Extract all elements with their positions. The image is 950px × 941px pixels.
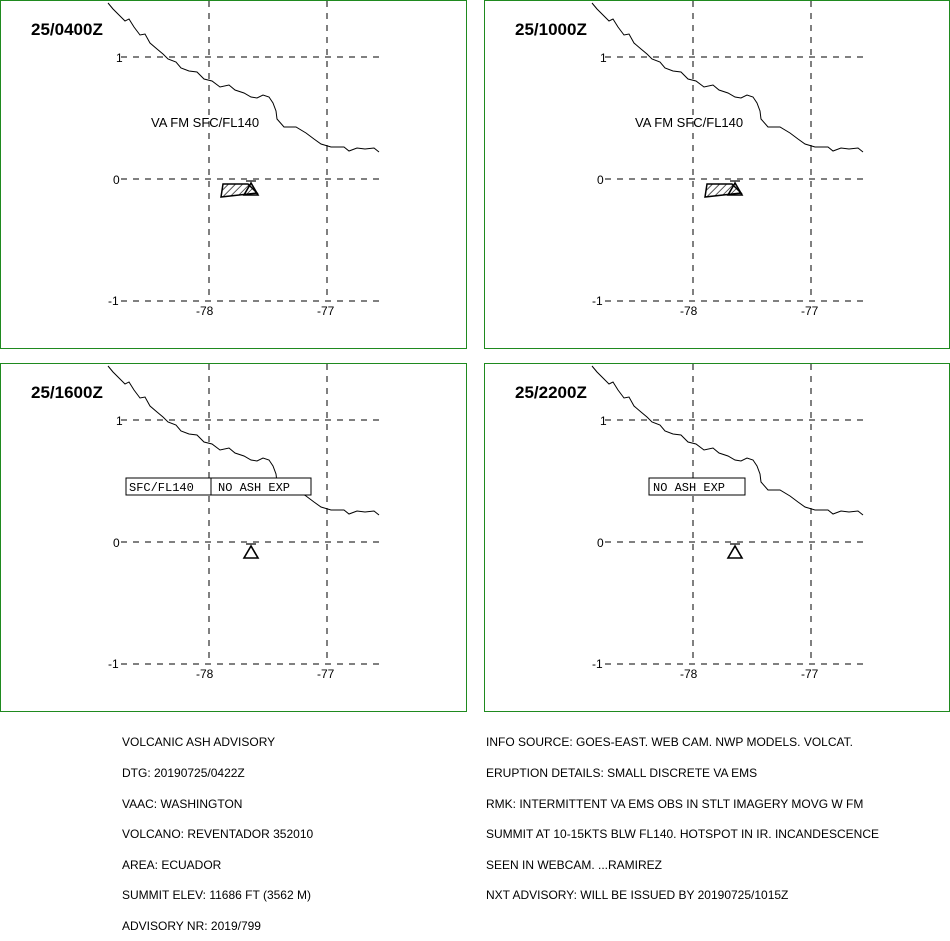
advisory-line: SUMMIT ELEV: 11686 FT (3562 M) xyxy=(122,888,311,903)
advisory-header-block: VOLCANIC ASH ADVISORY DTG: 20190725/0422… xyxy=(122,717,313,941)
coastline xyxy=(107,2,380,153)
forecast-panel-2200z: 1 0 -1 -78 -77 25/2200Z NO ASH EXP xyxy=(484,363,950,712)
advisory-line: SEEN IN WEBCAM. ...RAMIREZ xyxy=(486,857,663,872)
no-ash-box-label: NO ASH EXP xyxy=(218,481,290,495)
longitude-tick-label: -77 xyxy=(317,304,335,318)
latitude-tick-label: 0 xyxy=(597,536,604,550)
longitude-tick-label: -78 xyxy=(196,667,214,681)
volcano-triangle-icon xyxy=(242,180,260,196)
longitude-tick-label: -78 xyxy=(680,667,698,681)
coastline xyxy=(591,365,864,516)
ash-level-label: VA FM SFC/FL140 xyxy=(635,115,743,130)
latitude-tick-label: -1 xyxy=(592,294,603,308)
latitude-tick-label: 0 xyxy=(113,173,120,187)
map-canvas: 1 0 -1 -78 -77 25/1000Z VA FM SFC/FL140 xyxy=(515,1,864,318)
coastline xyxy=(591,2,864,153)
advisory-line: DTG: 20190725/0422Z xyxy=(122,766,245,780)
ash-level-box-label: SFC/FL140 xyxy=(129,481,194,495)
forecast-time-title: 25/2200Z xyxy=(515,383,587,402)
latitude-tick-label: -1 xyxy=(592,657,603,671)
advisory-line: RMK: INTERMITTENT VA EMS OBS IN STLT IMA… xyxy=(486,796,864,811)
volcano-triangle-icon xyxy=(726,180,744,196)
advisory-remarks-block: INFO SOURCE: GOES-EAST. WEB CAM. NWP MOD… xyxy=(486,717,879,911)
ash-level-label: VA FM SFC/FL140 xyxy=(151,115,259,130)
map-canvas: 1 0 -1 -78 -77 25/0400Z VA FM SFC/FL140 xyxy=(31,1,380,318)
advisory-line: VOLCANIC ASH ADVISORY xyxy=(122,735,276,750)
forecast-time-title: 25/1000Z xyxy=(515,20,587,39)
ash-status-box: NO ASH EXP xyxy=(648,477,746,496)
longitude-tick-label: -77 xyxy=(801,667,819,681)
advisory-line: ADVISORY NR: 2019/799 xyxy=(122,918,261,933)
latitude-tick-label: 0 xyxy=(113,536,120,550)
forecast-panel-1600z: 1 0 -1 -78 -77 25/1600Z SFC/FL140 NO ASH EXP xyxy=(0,363,467,712)
longitude-tick-label: -78 xyxy=(196,304,214,318)
volcano-triangle-icon xyxy=(242,543,260,559)
latitude-tick-label: -1 xyxy=(108,657,119,671)
forecast-time-title: 25/1600Z xyxy=(31,383,103,402)
forecast-time-title: 25/0400Z xyxy=(31,20,103,39)
map-canvas: 1 0 -1 -78 -77 25/1600Z SFC/FL140 NO ASH EXP xyxy=(31,364,380,681)
map-canvas: 1 0 -1 -78 -77 25/2200Z NO ASH EXP xyxy=(515,364,864,681)
advisory-line: ERUPTION DETAILS: SMALL DISCRETE VA EMS xyxy=(486,766,758,780)
latitude-tick-label: 0 xyxy=(597,173,604,187)
advisory-line: AREA: ECUADOR xyxy=(122,857,222,872)
advisory-line: SUMMIT AT 10-15KTS BLW FL140. HOTSPOT IN… xyxy=(486,827,879,842)
latitude-tick-label: -1 xyxy=(108,294,119,308)
ash-status-box: SFC/FL140 NO ASH EXP xyxy=(125,477,312,496)
advisory-line: VOLCANO: REVENTADOR 352010 xyxy=(122,827,314,842)
advisory-line: NXT ADVISORY: WILL BE ISSUED BY 20190725… xyxy=(486,888,789,903)
longitude-tick-label: -77 xyxy=(317,667,335,681)
advisory-line: INFO SOURCE: GOES-EAST. WEB CAM. NWP MOD… xyxy=(486,735,853,750)
forecast-panel-0400z: 1 0 -1 -78 -77 25/0400Z VA FM SFC/FL140 xyxy=(0,0,467,349)
volcano-triangle-icon xyxy=(726,543,744,559)
advisory-line: VAAC: WASHINGTON xyxy=(122,796,243,811)
latitude-tick-label: 1 xyxy=(600,51,607,65)
coastline xyxy=(107,365,380,516)
longitude-tick-label: -78 xyxy=(680,304,698,318)
latitude-tick-label: 1 xyxy=(600,414,607,428)
no-ash-box-label: NO ASH EXP xyxy=(653,481,725,495)
latitude-tick-label: 1 xyxy=(116,414,123,428)
forecast-panel-1000z: 1 0 -1 -78 -77 25/1000Z VA FM SFC/FL140 xyxy=(484,0,950,349)
latitude-tick-label: 1 xyxy=(116,51,123,65)
longitude-tick-label: -77 xyxy=(801,304,819,318)
